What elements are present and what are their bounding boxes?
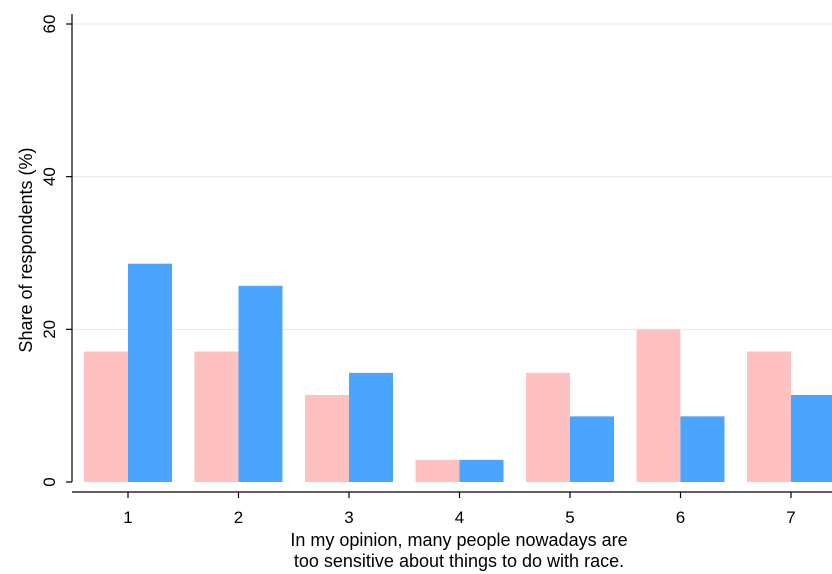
- bar-series-1-category-2: [194, 351, 239, 482]
- x-tick-label: 2: [234, 508, 243, 527]
- y-tick-label: 20: [40, 320, 59, 339]
- bar-series-2-category-6: [680, 416, 725, 482]
- bar-series-2-category-1: [128, 263, 172, 482]
- bar-series-1-category-3: [305, 394, 349, 482]
- bar-series-1-category-7: [747, 351, 791, 482]
- bar-series-1-category-6: [636, 329, 681, 482]
- x-tick-label: 6: [676, 508, 685, 527]
- y-ticks: 0 20 40 60: [40, 15, 72, 487]
- bars: [84, 263, 832, 482]
- bar-series-2-category-2: [238, 285, 283, 482]
- bar-series-1-category-5: [526, 372, 570, 482]
- x-tick-label: 3: [344, 508, 353, 527]
- bar-series-2-category-5: [570, 416, 614, 482]
- axes: [71, 14, 832, 493]
- bar-series-1-category-4: [415, 459, 460, 482]
- x-tick-label: 7: [786, 508, 795, 527]
- bar-series-2-category-3: [349, 372, 393, 482]
- y-axis-title: Share of respondents (%): [16, 147, 36, 352]
- x-tick-label: 1: [123, 508, 132, 527]
- x-axis-title-line-1: In my opinion, many people nowadays are: [290, 530, 627, 550]
- bar-series-2-category-7: [791, 394, 832, 482]
- x-axis-title-line-2: too sensitive about things to do with ra…: [294, 551, 624, 571]
- gridlines: [72, 23, 832, 330]
- y-tick-label: 60: [40, 15, 59, 34]
- bar-series-1-category-1: [84, 351, 128, 482]
- y-tick-label: 0: [40, 477, 59, 486]
- bar-series-2-category-4: [459, 459, 504, 482]
- x-ticks: 1 2 3 4 5 6 7: [123, 492, 796, 527]
- y-tick-label: 40: [40, 167, 59, 186]
- x-tick-label: 5: [565, 508, 574, 527]
- x-tick-label: 4: [455, 508, 464, 527]
